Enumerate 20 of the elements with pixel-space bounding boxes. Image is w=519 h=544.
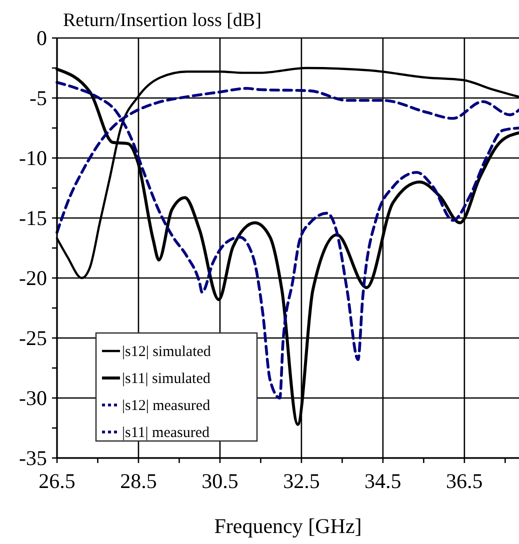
legend-label: |s12| simulated xyxy=(122,344,212,360)
y-tick-label: -10 xyxy=(19,146,47,170)
y-tick-label: -5 xyxy=(30,86,47,110)
x-tick-label: 36.5 xyxy=(446,469,483,493)
x-axis-title: Frequency [GHz] xyxy=(214,514,362,538)
y-tick-label: -25 xyxy=(19,326,47,350)
x-tick-label: 28.5 xyxy=(120,469,157,493)
x-tick-label: 34.5 xyxy=(364,469,402,493)
y-tick-label: -35 xyxy=(19,446,47,470)
x-tick-label: 32.5 xyxy=(283,469,320,493)
y-tick-label: 0 xyxy=(36,26,47,50)
legend-label: |s11| simulated xyxy=(122,371,211,387)
y-tick-label: -20 xyxy=(19,266,47,290)
y-tick-label: -30 xyxy=(19,386,47,410)
legend-label: |s11| measured xyxy=(122,425,210,441)
x-tick-label: 26.5 xyxy=(38,469,76,493)
legend-label: |s12| measured xyxy=(122,398,211,414)
y-axis-title: Return/Insertion loss [dB] xyxy=(63,10,262,31)
y-tick-label: -15 xyxy=(19,206,47,230)
x-tick-label: 30.5 xyxy=(202,469,238,493)
